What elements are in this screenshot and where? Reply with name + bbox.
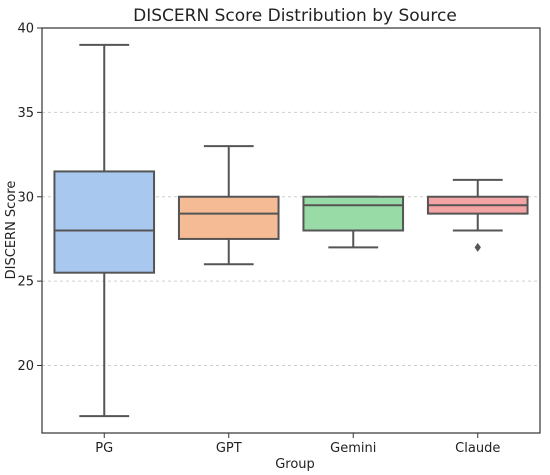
iqr-box	[53, 170, 156, 274]
y-tick-label: 25	[17, 275, 34, 290]
plot-frame	[41, 27, 541, 434]
iqr-box	[302, 195, 405, 232]
chart-title: DISCERN Score Distribution by Source	[133, 6, 457, 26]
x-axis-label: Group	[275, 457, 315, 472]
y-tick-label: 30	[17, 190, 34, 205]
box-group-pg	[53, 43, 156, 418]
box-layer	[53, 43, 529, 418]
x-tick-label: Claude	[455, 441, 500, 456]
y-axis-label: DISCERN Score	[4, 181, 19, 280]
iqr-box	[177, 195, 280, 240]
x-tick-label: PG	[95, 441, 113, 456]
outlier-point	[474, 242, 481, 252]
axis-layer: 20 25 30 35 40 PG GPT Gemini Claude	[17, 22, 541, 456]
y-tick-label: 35	[17, 106, 34, 121]
box-group-gpt	[177, 145, 280, 266]
y-tick-label: 40	[17, 22, 34, 37]
box-group-claude	[426, 178, 529, 252]
x-tick-label: Gemini	[330, 441, 376, 456]
box-group-gemini	[302, 195, 405, 249]
x-tick-label: GPT	[216, 441, 242, 456]
y-tick-label: 20	[17, 359, 34, 374]
